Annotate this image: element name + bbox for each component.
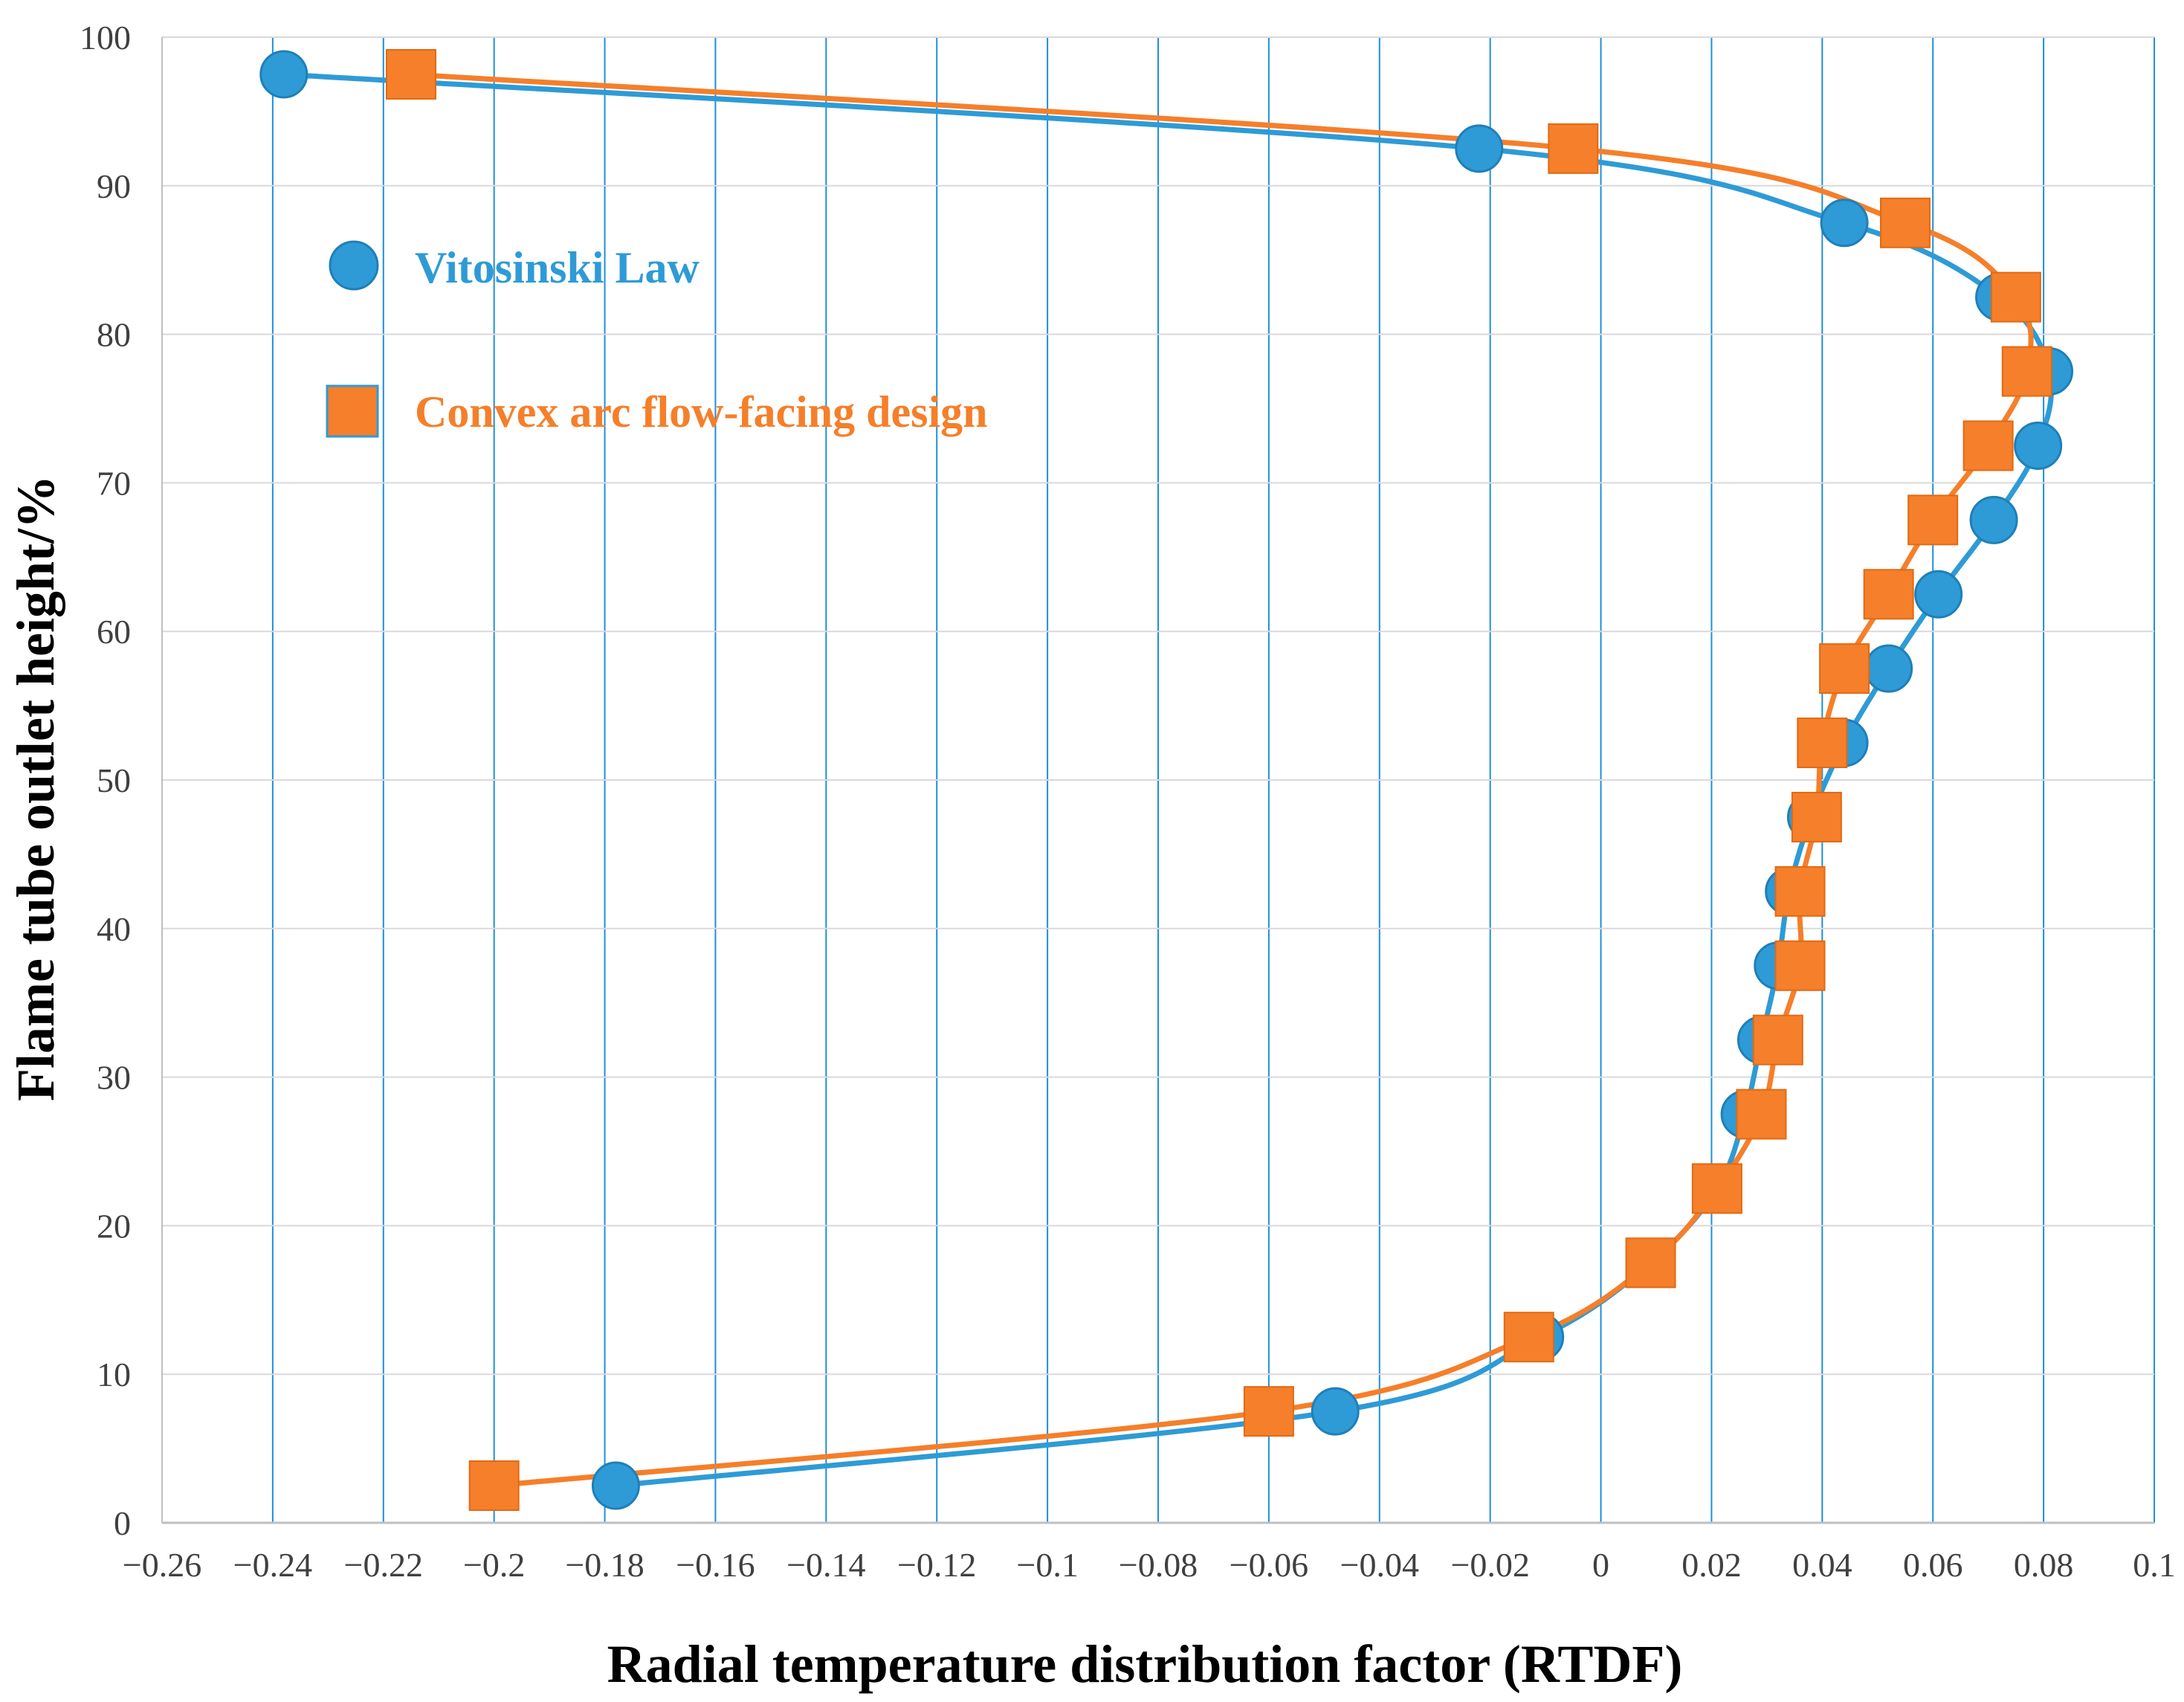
data-point-vitosinski [259,50,308,99]
legend-item-convex-arc: Convex arc flow-facing design [326,384,988,438]
data-point-convex-arc [1625,1237,1676,1289]
data-point-convex-arc [1990,271,2041,323]
data-point-convex-arc [1774,940,1826,991]
x-tick-label: −0.08 [1119,1546,1198,1584]
x-tick-label: −0.16 [676,1546,755,1584]
data-point-convex-arc [1880,197,1931,248]
data-point-convex-arc [1774,865,1826,917]
y-axis-tick-labels: 0 10 20 30 40 50 60 70 80 90 100 [80,19,131,1542]
x-tick-label: −0.18 [565,1546,644,1584]
x-tick-label: −0.26 [123,1546,201,1584]
legend-circle-marker [329,240,379,291]
data-point-vitosinski [1969,495,2018,544]
legend-label-convex-arc: Convex arc flow-facing design [415,387,988,436]
y-tick-label: 50 [97,761,131,799]
x-tick-label: 0.06 [1903,1546,1963,1584]
y-tick-label: 40 [97,910,131,948]
data-point-vitosinski [591,1461,640,1510]
data-point-vitosinski [2014,421,2063,470]
data-point-vitosinski [1864,644,1913,693]
data-point-convex-arc [1243,1386,1294,1437]
data-point-convex-arc [1962,420,2014,471]
data-point-convex-arc [386,48,436,100]
data-point-convex-arc [1791,791,1842,842]
x-tick-label: −0.2 [463,1546,525,1584]
y-tick-label: 100 [80,19,131,57]
y-tick-label: 10 [97,1356,131,1393]
data-point-convex-arc [1503,1312,1554,1363]
x-tick-label: −0.24 [233,1546,312,1584]
data-point-convex-arc [1548,123,1599,174]
horizontal-gridlines [162,36,2154,1524]
data-point-vitosinski [1820,199,1869,248]
x-tick-label: −0.04 [1340,1546,1419,1584]
data-point-vitosinski [1914,570,1963,619]
x-axis-tick-labels: −0.26 −0.24 −0.22 −0.2 −0.18 −0.16 −0.14 −0.12 −… [123,1546,2176,1584]
data-point-vitosinski [1311,1387,1360,1436]
data-point-convex-arc [1736,1089,1787,1140]
y-tick-label: 0 [114,1504,131,1542]
x-tick-label: 0.08 [2014,1546,2074,1584]
x-tick-label: −0.06 [1230,1546,1308,1584]
x-tick-label: −0.14 [786,1546,865,1584]
x-tick-label: −0.12 [897,1546,976,1584]
x-tick-label: 0.02 [1681,1546,1742,1584]
data-point-convex-arc [1691,1163,1742,1214]
data-point-convex-arc [1863,569,1914,620]
y-tick-label: 20 [97,1207,131,1245]
y-tick-label: 70 [97,464,131,502]
y-tick-label: 60 [97,613,131,651]
legend-item-vitosinski: Vitosinski Law [329,240,700,292]
data-point-convex-arc [1819,643,1870,694]
y-tick-label: 30 [97,1059,131,1097]
y-axis-title: Flame tube outlet height/% [6,475,65,1101]
data-point-vitosinski [1455,124,1504,173]
data-point-convex-arc [1907,494,1959,546]
x-tick-label: 0 [1592,1546,1609,1584]
data-point-convex-arc [2001,346,2052,397]
x-tick-label: −0.1 [1016,1546,1078,1584]
x-tick-label: −0.02 [1450,1546,1529,1584]
data-point-convex-arc [1752,1014,1803,1066]
plot-area-frame [161,37,2154,1524]
data-point-convex-arc [1797,718,1848,769]
x-tick-label: 0.04 [1792,1546,1852,1584]
series-markers [259,48,2074,1512]
legend-square-marker [326,384,379,438]
legend: Vitosinski Law Convex arc flow-facing de… [326,240,988,438]
x-tick-label: 0.1 [2133,1546,2176,1584]
legend-label-vitosinski: Vitosinski Law [415,243,700,292]
y-tick-label: 90 [97,167,131,205]
x-axis-title: Radial temperature distribution factor (… [607,1634,1683,1694]
x-tick-label: −0.22 [344,1546,423,1584]
y-tick-label: 80 [97,316,131,354]
data-point-convex-arc [468,1460,520,1512]
